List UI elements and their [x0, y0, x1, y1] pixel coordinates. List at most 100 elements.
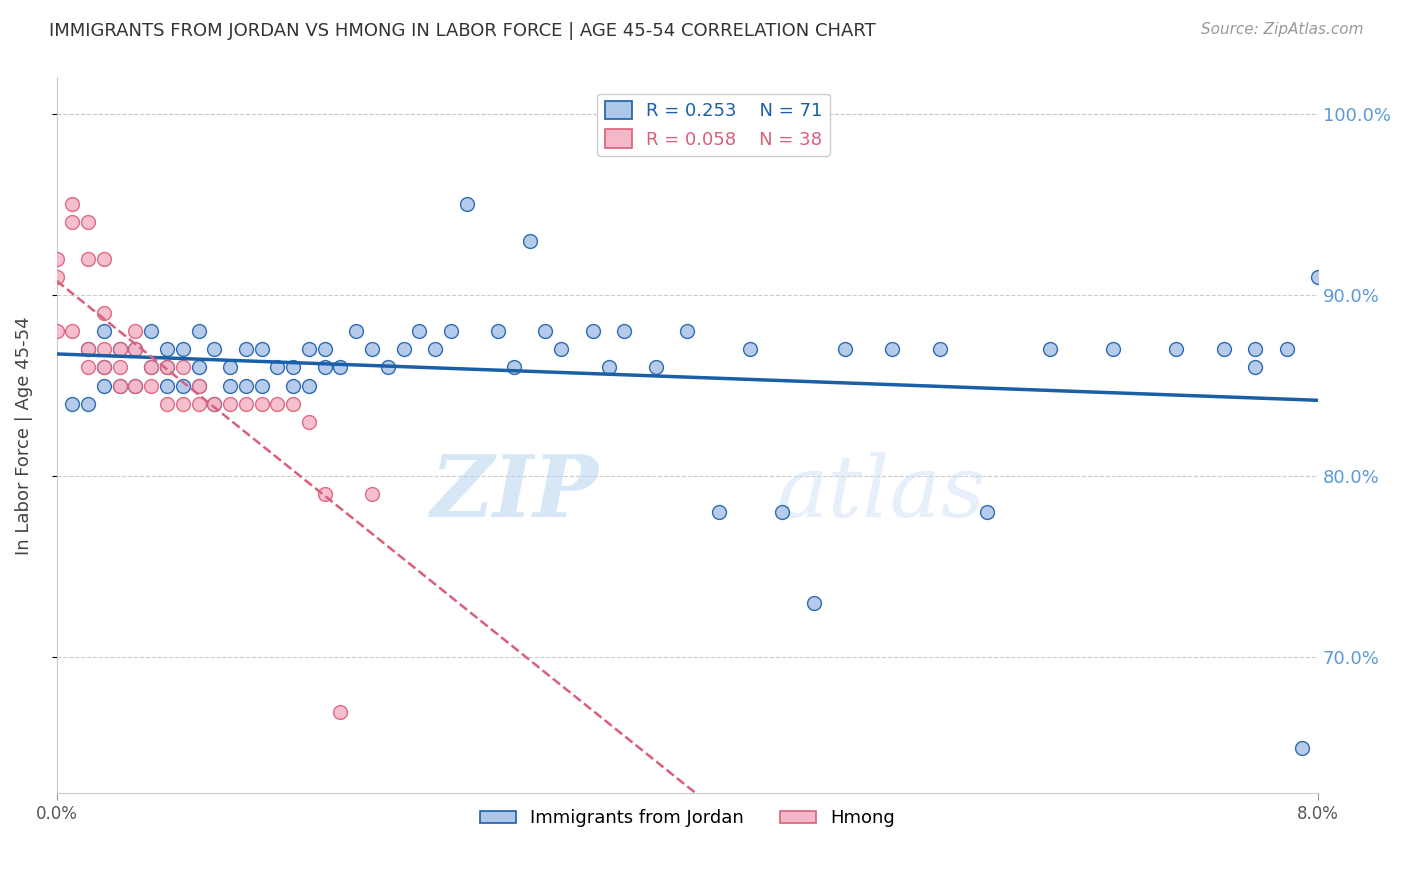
Point — [976, 505, 998, 519]
Point — [124, 378, 146, 392]
Point — [1275, 343, 1298, 357]
Point — [266, 397, 288, 411]
Point — [250, 343, 273, 357]
Point — [281, 378, 304, 392]
Point — [329, 705, 352, 719]
Point — [235, 378, 257, 392]
Point — [1291, 741, 1313, 756]
Point — [1212, 343, 1234, 357]
Point — [314, 360, 336, 375]
Point — [187, 378, 209, 392]
Point — [60, 215, 83, 229]
Point — [281, 397, 304, 411]
Point — [156, 343, 179, 357]
Point — [141, 360, 163, 375]
Point — [108, 343, 131, 357]
Point — [202, 343, 225, 357]
Point — [235, 343, 257, 357]
Point — [281, 360, 304, 375]
Point — [60, 397, 83, 411]
Point — [124, 378, 146, 392]
Point — [486, 324, 509, 338]
Point — [377, 360, 399, 375]
Point — [219, 378, 242, 392]
Point — [93, 343, 115, 357]
Point — [45, 269, 67, 284]
Text: atlas: atlas — [776, 451, 984, 534]
Point — [141, 378, 163, 392]
Point — [803, 596, 825, 610]
Point — [1308, 269, 1330, 284]
Point — [187, 360, 209, 375]
Point — [141, 360, 163, 375]
Point — [172, 360, 194, 375]
Point — [1039, 343, 1062, 357]
Point — [156, 378, 179, 392]
Point — [202, 397, 225, 411]
Point — [408, 324, 430, 338]
Point — [740, 343, 762, 357]
Point — [93, 360, 115, 375]
Point — [77, 343, 100, 357]
Text: Source: ZipAtlas.com: Source: ZipAtlas.com — [1201, 22, 1364, 37]
Point — [503, 360, 526, 375]
Point — [45, 324, 67, 338]
Point — [172, 397, 194, 411]
Point — [582, 324, 605, 338]
Point — [423, 343, 446, 357]
Point — [187, 397, 209, 411]
Point — [141, 324, 163, 338]
Point — [108, 378, 131, 392]
Point — [298, 378, 321, 392]
Y-axis label: In Labor Force | Age 45-54: In Labor Force | Age 45-54 — [15, 316, 32, 555]
Point — [314, 343, 336, 357]
Point — [550, 343, 572, 357]
Point — [676, 324, 699, 338]
Point — [1166, 343, 1188, 357]
Point — [108, 360, 131, 375]
Point — [707, 505, 730, 519]
Point — [93, 252, 115, 266]
Point — [928, 343, 950, 357]
Point — [108, 378, 131, 392]
Point — [834, 343, 856, 357]
Point — [770, 505, 793, 519]
Point — [392, 343, 415, 357]
Point — [534, 324, 557, 338]
Point — [124, 343, 146, 357]
Point — [93, 306, 115, 320]
Text: IMMIGRANTS FROM JORDAN VS HMONG IN LABOR FORCE | AGE 45-54 CORRELATION CHART: IMMIGRANTS FROM JORDAN VS HMONG IN LABOR… — [49, 22, 876, 40]
Point — [156, 397, 179, 411]
Point — [250, 378, 273, 392]
Point — [60, 197, 83, 211]
Point — [250, 397, 273, 411]
Point — [361, 487, 384, 501]
Point — [172, 378, 194, 392]
Point — [613, 324, 636, 338]
Point — [45, 252, 67, 266]
Point — [187, 378, 209, 392]
Point — [298, 415, 321, 429]
Point — [156, 360, 179, 375]
Text: ZIP: ZIP — [432, 451, 599, 534]
Point — [187, 324, 209, 338]
Legend: Immigrants from Jordan, Hmong: Immigrants from Jordan, Hmong — [472, 802, 903, 834]
Point — [124, 324, 146, 338]
Point — [329, 360, 352, 375]
Point — [235, 397, 257, 411]
Point — [644, 360, 666, 375]
Point — [219, 397, 242, 411]
Point — [266, 360, 288, 375]
Point — [202, 397, 225, 411]
Point — [93, 360, 115, 375]
Point — [108, 343, 131, 357]
Point — [77, 360, 100, 375]
Point — [314, 487, 336, 501]
Point — [361, 343, 384, 357]
Point — [156, 360, 179, 375]
Point — [172, 343, 194, 357]
Point — [77, 252, 100, 266]
Point — [598, 360, 620, 375]
Point — [882, 343, 904, 357]
Point — [60, 324, 83, 338]
